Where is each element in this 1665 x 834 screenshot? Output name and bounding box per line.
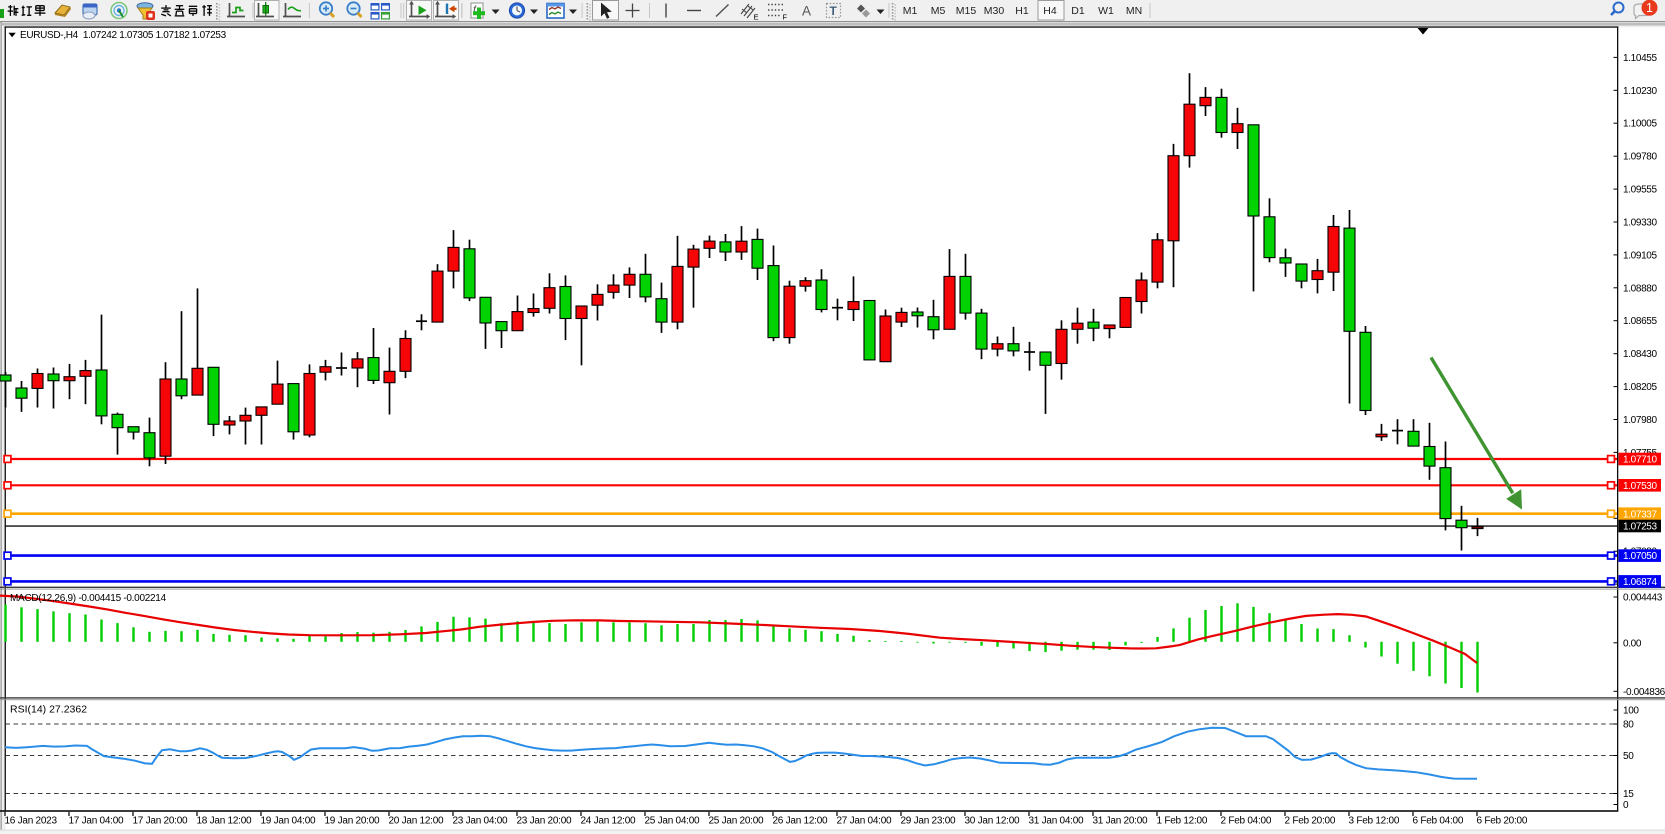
svg-text:RSI(14) 27.2362: RSI(14) 27.2362 [10, 704, 87, 716]
svg-text:T: T [830, 4, 838, 18]
svg-text:25 Jan 04:00: 25 Jan 04:00 [645, 815, 701, 826]
svg-text:E: E [754, 13, 759, 22]
svg-text:1.10455: 1.10455 [1623, 53, 1657, 64]
svg-text:1.06874: 1.06874 [1623, 577, 1657, 588]
svg-text:M5: M5 [931, 5, 946, 17]
svg-text:19 Jan 04:00: 19 Jan 04:00 [261, 815, 317, 826]
svg-text:H1: H1 [1015, 5, 1029, 17]
svg-text:25 Jan 20:00: 25 Jan 20:00 [709, 815, 765, 826]
svg-text:1.09330: 1.09330 [1623, 218, 1657, 229]
svg-text:1.07337: 1.07337 [1623, 509, 1657, 520]
svg-text:f: f [473, 5, 477, 16]
svg-text:31 Jan 04:00: 31 Jan 04:00 [1029, 815, 1085, 826]
svg-text:6 Feb 04:00: 6 Feb 04:00 [1413, 815, 1464, 826]
svg-text:26 Jan 12:00: 26 Jan 12:00 [773, 815, 829, 826]
svg-text:W1: W1 [1098, 5, 1114, 17]
svg-text:1.09555: 1.09555 [1623, 185, 1657, 196]
svg-text:A: A [802, 4, 811, 19]
svg-text:1.10230: 1.10230 [1623, 86, 1657, 97]
svg-text:1.08205: 1.08205 [1623, 382, 1657, 393]
svg-text:MACD(12,26,9) -0.004415 -0.002: MACD(12,26,9) -0.004415 -0.002214 [10, 593, 167, 604]
svg-text:0.004443: 0.004443 [1623, 593, 1663, 604]
svg-text:15: 15 [1623, 789, 1634, 800]
svg-text:1.07530: 1.07530 [1623, 481, 1657, 492]
svg-text:1: 1 [1646, 1, 1653, 15]
svg-text:24 Jan 12:00: 24 Jan 12:00 [581, 815, 637, 826]
svg-text:-0.004836: -0.004836 [1623, 687, 1665, 698]
svg-text:30 Jan 12:00: 30 Jan 12:00 [965, 815, 1021, 826]
svg-text:1.07050: 1.07050 [1623, 551, 1657, 562]
svg-text:18 Jan 12:00: 18 Jan 12:00 [197, 815, 253, 826]
svg-text:17 Jan 20:00: 17 Jan 20:00 [133, 815, 189, 826]
svg-text:100: 100 [1623, 706, 1639, 717]
svg-text:1.08655: 1.08655 [1623, 316, 1657, 327]
svg-text:19 Jan 20:00: 19 Jan 20:00 [325, 815, 381, 826]
svg-text:1.07710: 1.07710 [1623, 455, 1657, 466]
svg-text:1.07980: 1.07980 [1623, 415, 1657, 426]
svg-text:M15: M15 [956, 5, 977, 17]
svg-text:27 Jan 04:00: 27 Jan 04:00 [837, 815, 893, 826]
svg-text:29 Jan 23:00: 29 Jan 23:00 [901, 815, 957, 826]
svg-text:1.08430: 1.08430 [1623, 349, 1657, 360]
svg-text:17 Jan 04:00: 17 Jan 04:00 [69, 815, 125, 826]
svg-text:50: 50 [1623, 751, 1634, 762]
svg-text:16 Jan 2023: 16 Jan 2023 [5, 815, 58, 826]
svg-text:23 Jan 20:00: 23 Jan 20:00 [517, 815, 573, 826]
svg-text:1.07253: 1.07253 [1623, 522, 1657, 533]
svg-text:M30: M30 [984, 5, 1005, 17]
svg-text:F: F [783, 13, 788, 22]
svg-text:1.08880: 1.08880 [1623, 283, 1657, 294]
svg-text:2 Feb 20:00: 2 Feb 20:00 [1285, 815, 1336, 826]
svg-text:D1: D1 [1071, 5, 1085, 17]
svg-text:3 Feb 12:00: 3 Feb 12:00 [1349, 815, 1400, 826]
svg-text:20 Jan 12:00: 20 Jan 12:00 [389, 815, 445, 826]
svg-text:MN: MN [1126, 5, 1142, 17]
svg-text:H4: H4 [1043, 5, 1057, 17]
svg-text:80: 80 [1623, 720, 1634, 731]
svg-text:1.09780: 1.09780 [1623, 152, 1657, 163]
svg-text:2 Feb 04:00: 2 Feb 04:00 [1221, 815, 1272, 826]
svg-text:1.09105: 1.09105 [1623, 250, 1657, 261]
svg-text:31 Jan 20:00: 31 Jan 20:00 [1093, 815, 1149, 826]
svg-text:1.10005: 1.10005 [1623, 119, 1657, 130]
svg-text:EURUSD-,H4 1.07242 1.07305 1.: EURUSD-,H4 1.07242 1.07305 1.07182 1.072… [20, 30, 227, 41]
svg-text:1 Feb 12:00: 1 Feb 12:00 [1157, 815, 1208, 826]
svg-text:M1: M1 [903, 5, 918, 17]
svg-text:0: 0 [1623, 800, 1629, 811]
svg-text:23 Jan 04:00: 23 Jan 04:00 [453, 815, 509, 826]
svg-text:6 Feb 20:00: 6 Feb 20:00 [1477, 815, 1528, 826]
svg-text:0.00: 0.00 [1623, 638, 1642, 649]
